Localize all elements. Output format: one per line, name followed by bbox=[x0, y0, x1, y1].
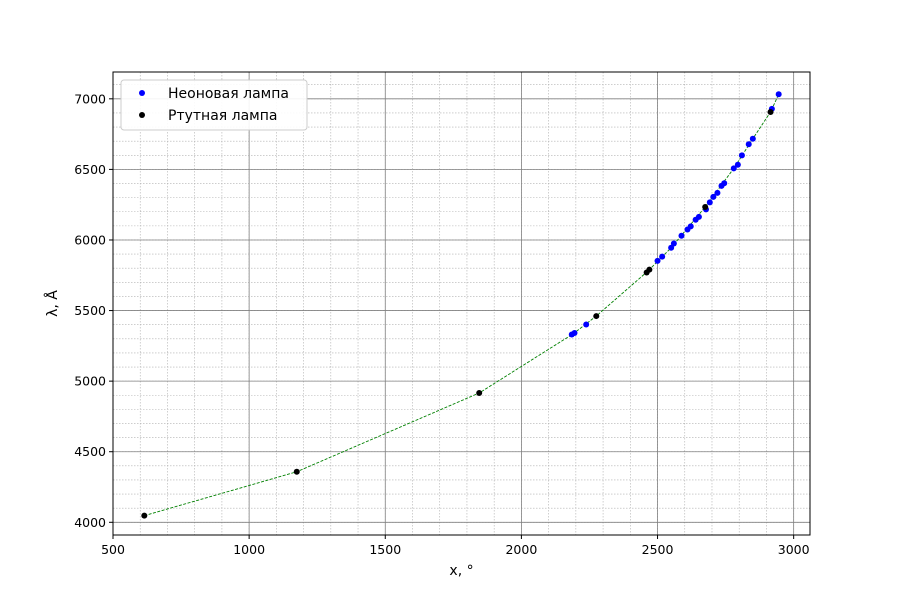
mercury-point bbox=[646, 266, 653, 273]
x-tick-label: 2000 bbox=[505, 542, 537, 557]
neon-point bbox=[687, 223, 694, 230]
mercury-point bbox=[293, 468, 300, 475]
mercury-point bbox=[593, 313, 600, 320]
neon-point bbox=[775, 91, 782, 98]
x-tick-label: 1000 bbox=[233, 542, 265, 557]
x-tick-label: 2500 bbox=[642, 542, 674, 557]
neon-point bbox=[721, 180, 728, 187]
neon-point bbox=[678, 232, 685, 239]
neon-point bbox=[706, 199, 713, 206]
legend-marker-mercury bbox=[139, 112, 145, 118]
neon-point bbox=[730, 165, 737, 172]
mercury-point bbox=[476, 389, 483, 396]
x-tick-label: 1500 bbox=[369, 542, 401, 557]
neon-point bbox=[734, 161, 741, 168]
points-layer bbox=[141, 91, 782, 519]
neon-point bbox=[749, 135, 756, 142]
y-tick-label: 7000 bbox=[74, 91, 106, 106]
y-tick-label: 6500 bbox=[74, 162, 106, 177]
y-tick-label: 5500 bbox=[74, 303, 106, 318]
legend-label-mercury: Ртутная лампа bbox=[168, 108, 277, 124]
x-tick-label: 500 bbox=[101, 542, 125, 557]
legend-label-neon: Неоновая лампа bbox=[168, 86, 289, 102]
x-tick-label: 3000 bbox=[778, 542, 810, 557]
neon-point bbox=[670, 240, 677, 247]
neon-point bbox=[714, 189, 721, 196]
neon-point bbox=[745, 141, 752, 148]
legend-box bbox=[120, 79, 308, 131]
y-tick-label: 6000 bbox=[74, 232, 106, 247]
ticks-layer: 500 1000 1500 2000 2500 3000 4000 4500 5000 5500 6… bbox=[74, 91, 809, 557]
x-axis-label: x, ° bbox=[449, 563, 473, 579]
legend: Неоновая лампа Ртутная лампа bbox=[120, 79, 308, 131]
mercury-point bbox=[702, 203, 709, 210]
neon-point bbox=[583, 321, 590, 328]
legend-marker-neon bbox=[139, 90, 145, 96]
mercury-point bbox=[141, 512, 148, 519]
neon-point bbox=[710, 193, 717, 200]
plot-frame bbox=[112, 71, 811, 536]
neon-point bbox=[659, 253, 666, 260]
y-axis-label: λ, Å bbox=[44, 290, 61, 317]
y-tick-label: 4000 bbox=[74, 515, 106, 530]
neon-point bbox=[738, 152, 745, 159]
y-tick-label: 5000 bbox=[74, 374, 106, 389]
neon-point bbox=[654, 257, 661, 264]
neon-point bbox=[571, 330, 578, 337]
neon-point bbox=[695, 213, 702, 220]
mercury-point bbox=[767, 108, 774, 115]
y-tick-label: 4500 bbox=[74, 444, 106, 459]
